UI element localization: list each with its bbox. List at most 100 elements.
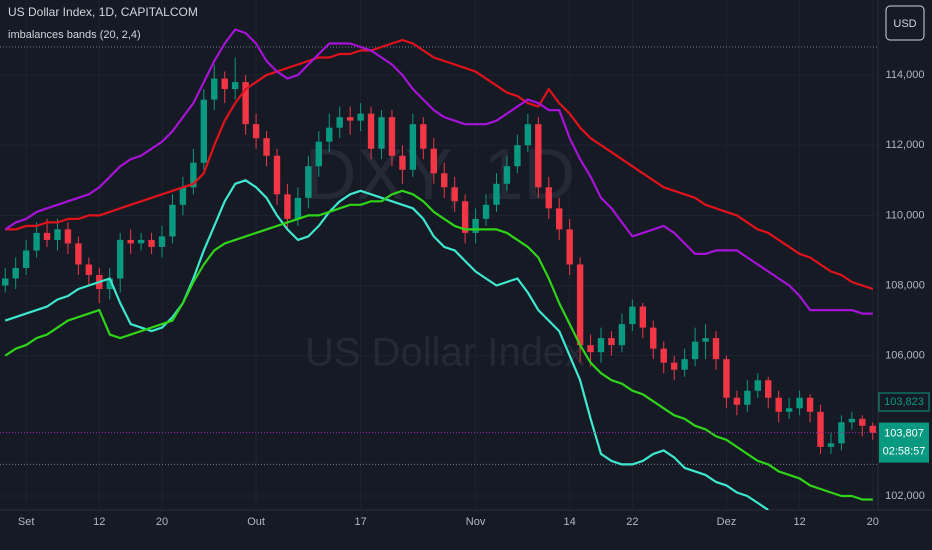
chart-title: US Dollar Index, 1D, CAPITALCOM (8, 5, 198, 19)
candle-body (378, 117, 385, 149)
candle-body (441, 173, 448, 188)
last-price-label: 103,807 (884, 427, 924, 439)
candle-body (221, 78, 228, 90)
candle-body (817, 411, 824, 447)
candle-body (482, 204, 490, 219)
indicator-label: imbalances bands (20, 2,4) (8, 29, 141, 41)
y-tick-label: 106,000 (885, 350, 925, 362)
candle-body (357, 113, 364, 121)
candle-body (775, 397, 782, 412)
candle-body (106, 278, 113, 290)
candle-body (190, 162, 197, 188)
x-tick-label: 20 (867, 516, 879, 528)
candle-body (137, 239, 145, 244)
candle-body (346, 117, 354, 121)
prev-price-box (878, 392, 930, 412)
watermark-name: US Dollar Index (305, 331, 585, 375)
x-tick-label: Out (247, 516, 265, 528)
candle-body (305, 166, 312, 198)
candle-body (650, 327, 657, 349)
candle-body (252, 124, 260, 139)
x-tick-label: 20 (156, 516, 168, 528)
candle-body (158, 236, 166, 247)
x-tick-label: Set (18, 516, 35, 528)
candle-body (702, 338, 709, 342)
candle-body (169, 204, 176, 237)
candle-body (294, 197, 302, 219)
candle-body (273, 155, 281, 195)
candle-body (75, 243, 82, 265)
y-tick-label: 108,000 (885, 279, 925, 291)
candle-body (754, 380, 761, 391)
x-tick-label: 14 (564, 516, 576, 528)
candle-body (64, 229, 72, 244)
candle-body (451, 187, 458, 202)
candle-body (608, 338, 615, 346)
candle-body (796, 397, 803, 409)
y-tick-label: 102,000 (885, 490, 925, 502)
prev-price-label: 103,823 (884, 396, 924, 408)
x-tick-label: 12 (93, 516, 105, 528)
candle-body (744, 390, 751, 405)
candle-body (367, 113, 375, 149)
candle-body (336, 117, 343, 128)
candle-body (22, 250, 30, 268)
candle-body (503, 166, 511, 184)
plot (0, 28, 878, 510)
candle-body (587, 345, 594, 353)
candle-body (200, 99, 208, 163)
candle-body (785, 408, 793, 412)
x-tick-label: 12 (793, 516, 805, 528)
x-tick-label: 22 (626, 516, 638, 528)
candle-body (535, 124, 542, 188)
candle-body (461, 201, 469, 233)
candle-body (117, 239, 124, 279)
candle-body (399, 155, 406, 170)
candle-body (556, 208, 563, 230)
candle-body (33, 232, 40, 251)
candle-body (43, 232, 51, 240)
candle-body (733, 397, 741, 405)
candle-body (179, 187, 187, 205)
candle-body (524, 124, 532, 146)
currency-label[interactable]: USD (893, 18, 916, 30)
candle-body (211, 78, 218, 100)
candle-body (838, 422, 845, 444)
candle-body (54, 229, 61, 240)
candle-body (388, 117, 396, 156)
x-tick-label: Nov (466, 516, 486, 528)
candle-body (869, 425, 876, 433)
candle-body (242, 82, 249, 125)
candle-body (493, 183, 500, 205)
candle-body (284, 194, 291, 219)
candle-body (231, 82, 239, 90)
band-line (4, 179, 769, 510)
candle-body (127, 239, 134, 244)
y-tick-label: 112,000 (886, 139, 925, 151)
candle-body (848, 418, 856, 423)
candle-body (859, 418, 866, 426)
countdown: 02:58:57 (883, 445, 926, 457)
candle-body (420, 124, 427, 149)
candle-body (597, 338, 605, 353)
candle-body (691, 341, 699, 360)
candle-body (430, 148, 437, 174)
y-tick-label: 110,000 (886, 209, 925, 221)
watermark-symbol: DXY, 1D (305, 135, 576, 215)
band-line (5, 38, 874, 291)
band-line (4, 189, 873, 501)
candle-body (618, 324, 626, 346)
x-tick-label: Dez (717, 516, 737, 528)
currency-button[interactable] (885, 5, 925, 41)
candle-body (576, 264, 584, 346)
candle-body (681, 359, 688, 370)
candle-body (514, 145, 521, 167)
candle-body (806, 397, 814, 412)
candle-body (765, 380, 772, 398)
candle-body (827, 443, 835, 447)
candle-body (723, 359, 730, 398)
candle-body (629, 306, 636, 325)
